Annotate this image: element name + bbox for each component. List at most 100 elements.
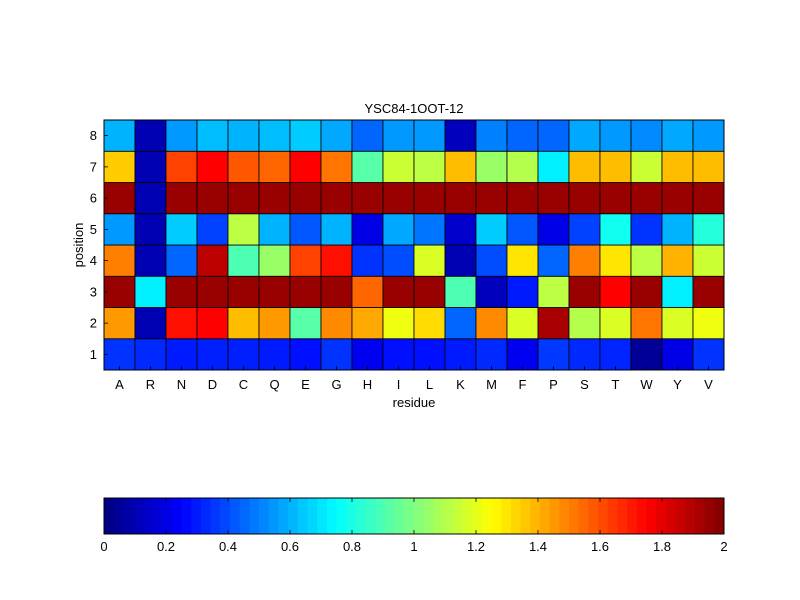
heatmap-cell (320, 307, 353, 340)
colorbar-swatch (414, 498, 425, 534)
x-tick-label: M (486, 377, 497, 392)
colorbar-swatch (210, 498, 221, 534)
x-tick-label: C (239, 377, 248, 392)
colorbar-swatch (384, 498, 396, 534)
colorbar-tick-label: 0.2 (157, 539, 175, 554)
heatmap-cell (289, 119, 322, 152)
x-tick-label: W (640, 377, 653, 392)
colorbar-swatch (452, 498, 463, 534)
heatmap-cell (692, 275, 725, 308)
heatmap-cell (661, 150, 694, 183)
heatmap-cell (692, 119, 725, 152)
heatmap-cell (320, 275, 353, 308)
y-tick-label: 5 (90, 222, 97, 237)
colorbar-swatch (307, 498, 318, 534)
x-tick-label: E (301, 377, 310, 392)
x-tick-label: F (519, 377, 527, 392)
heatmap-cell (475, 307, 508, 340)
heatmap-cell (103, 150, 136, 183)
heatmap-cell (196, 182, 229, 215)
heatmap-cell (506, 213, 539, 246)
heatmap-cell (475, 213, 508, 246)
heatmap-cell (103, 275, 136, 308)
heatmap-cell (351, 338, 384, 371)
heatmap-cell (475, 275, 508, 308)
heatmap-cell (661, 244, 694, 277)
colorbar-swatch (520, 498, 531, 534)
heatmap-cell (165, 150, 198, 183)
colorbar (104, 498, 725, 534)
heatmap-cell (692, 182, 725, 215)
heatmap-cell (165, 244, 198, 277)
colorbar-swatch (636, 498, 647, 534)
x-tick-label: Y (673, 377, 682, 392)
y-tick-label: 2 (90, 316, 97, 331)
heatmap-cell (568, 182, 601, 215)
heatmap-cell (289, 182, 322, 215)
heatmap-cell (227, 244, 260, 277)
heatmap-cell (289, 244, 322, 277)
y-axis-ticks: 1 2 3 4 5 6 7 8 (90, 128, 108, 362)
colorbar-swatch (559, 498, 570, 534)
colorbar-swatch (278, 498, 289, 534)
heatmap-cell (382, 275, 415, 308)
heatmap-cell (692, 150, 725, 183)
heatmap-cell (382, 119, 415, 152)
y-tick-label: 3 (90, 284, 97, 299)
colorbar-tick-label: 1.4 (529, 539, 547, 554)
heatmap-cell (413, 307, 446, 340)
heatmap-cell (630, 244, 663, 277)
heatmap-cell (537, 213, 570, 246)
heatmap-cell (506, 307, 539, 340)
x-tick-label: G (331, 377, 341, 392)
heatmap-cell (103, 213, 136, 246)
heatmap-cell (475, 338, 508, 371)
heatmap-cell (568, 275, 601, 308)
heatmap-cell (413, 244, 446, 277)
colorbar-swatch (646, 498, 657, 534)
heatmap-cell (165, 213, 198, 246)
colorbar-swatch (588, 498, 599, 534)
x-tick-label: R (146, 377, 155, 392)
heatmap-cell (444, 213, 477, 246)
x-tick-label: I (397, 377, 401, 392)
heatmap-cell (568, 307, 601, 340)
heatmap-cell (134, 307, 167, 340)
heatmap-cell (320, 213, 353, 246)
heatmap-cell (444, 150, 477, 183)
plot-frame (103, 119, 725, 371)
colorbar-swatch (423, 498, 434, 534)
chart-title: YSC84-1OOT-12 (365, 101, 464, 116)
colorbar-tick-label: 0.4 (219, 539, 237, 554)
heatmap-cell (506, 244, 539, 277)
heatmap-cell (258, 244, 291, 277)
heatmap-cell (537, 150, 570, 183)
colorbar-swatch (472, 498, 483, 534)
colorbar-tick-label: 1.6 (591, 539, 609, 554)
colorbar-swatch (443, 498, 454, 534)
colorbar-swatch (220, 498, 231, 534)
heatmap-cell (227, 307, 260, 340)
colorbar-swatch (491, 498, 502, 534)
heatmap-cell (289, 213, 322, 246)
colorbar-swatch (394, 498, 405, 534)
colorbar-swatch (104, 498, 115, 534)
heatmap-cell (196, 244, 229, 277)
heatmap-cell (103, 307, 136, 340)
heatmap-cell (351, 150, 384, 183)
y-tick-label: 7 (90, 159, 97, 174)
colorbar-swatch (510, 498, 521, 534)
heatmap-cell (506, 182, 539, 215)
heatmap-cell (413, 213, 446, 246)
heatmap-cell (599, 119, 632, 152)
y-tick-label: 6 (90, 191, 97, 206)
x-tick-label: K (456, 377, 465, 392)
heatmap-cell (630, 182, 663, 215)
heatmap-cell (444, 275, 477, 308)
heatmap-cell (351, 182, 384, 215)
heatmap-cell (165, 307, 198, 340)
colorbar-ticks: 0 0.2 0.4 0.6 0.8 1 1.2 1.4 1.6 1.8 2 (100, 498, 728, 554)
heatmap-cell (382, 150, 415, 183)
heatmap-cell (568, 244, 601, 277)
y-tick-label: 1 (90, 347, 97, 362)
